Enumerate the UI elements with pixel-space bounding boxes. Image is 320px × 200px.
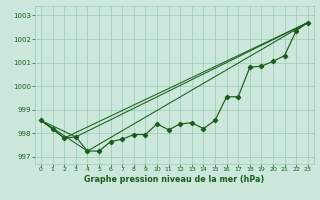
- X-axis label: Graphe pression niveau de la mer (hPa): Graphe pression niveau de la mer (hPa): [84, 175, 265, 184]
